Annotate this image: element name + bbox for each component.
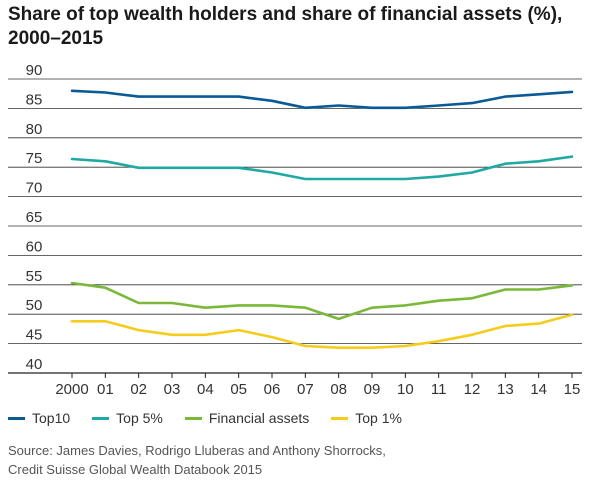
y-tick-label-45: 45: [26, 327, 43, 344]
y-tick-label-65: 65: [26, 209, 43, 226]
legend-swatch-financial-assets: [184, 416, 202, 420]
series-line-financial-assets: [70, 281, 574, 321]
legend-swatch-top-5: [92, 416, 110, 420]
y-tick-label-55: 55: [26, 268, 43, 285]
line-chart: 40 45 50 55 60 65 70 75 80 85 90 2000 01 02 03 04 05 06 07…: [8, 62, 582, 398]
chart-title-line-1: Share of top wealth holders and share of…: [8, 4, 563, 25]
y-tick-label-80: 80: [26, 121, 43, 138]
series-line-top-5: [70, 155, 574, 181]
x-tick-label-05: 05: [230, 381, 247, 398]
y-tick-label-70: 70: [26, 180, 43, 197]
source-note: Source: James Davies, Rodrigo Lluberas a…: [8, 441, 386, 479]
legend-label-financial-assets: Financial assets: [208, 410, 310, 426]
x-tick-label-01: 01: [97, 381, 114, 398]
legend-label-top-5: Top 5%: [116, 410, 163, 426]
legend-swatch-top10: [8, 416, 25, 420]
x-tick-label-04: 04: [197, 381, 214, 398]
legend-item-top-5: Top 5%: [92, 410, 163, 426]
y-tick-label-40: 40: [26, 356, 43, 373]
x-tick-label-09: 09: [364, 381, 381, 398]
legend-item-financial-assets: Financial assets: [184, 410, 310, 426]
source-line-1: Source: James Davies, Rodrigo Lluberas a…: [8, 443, 386, 458]
source-line-2: Credit Suisse Global Wealth Databook 201…: [8, 462, 263, 477]
y-tick-label-90: 90: [26, 62, 43, 79]
legend-item-top10: Top10: [8, 410, 70, 426]
x-tick-label-13: 13: [497, 381, 514, 398]
y-tick-label-75: 75: [26, 150, 43, 167]
x-tick-label-10: 10: [397, 381, 414, 398]
x-tick-label-06: 06: [264, 381, 281, 398]
x-tick-label-03: 03: [164, 381, 181, 398]
x-tick-label-08: 08: [330, 381, 347, 398]
x-tick-label-14: 14: [530, 381, 547, 398]
x-tick-label-11: 11: [431, 381, 447, 398]
chart-legend: Top10 Top 5% Financial assets Top 1%: [8, 410, 424, 426]
chart-title: Share of top wealth holders and share of…: [8, 3, 583, 51]
y-tick-label-50: 50: [26, 297, 43, 314]
y-tick-label-60: 60: [26, 238, 43, 255]
x-tick-label-15: 15: [564, 381, 581, 398]
x-tick-label-2000: 2000: [55, 381, 88, 398]
x-tick-label-07: 07: [297, 381, 314, 398]
series-line-top-1: [70, 313, 574, 350]
legend-item-top-1: Top 1%: [331, 410, 402, 426]
x-tick-label-12: 12: [464, 381, 481, 398]
legend-label-top10: Top10: [32, 410, 71, 426]
y-tick-label-85: 85: [26, 91, 43, 108]
x-tick-label-02: 02: [130, 381, 147, 398]
series-line-top10: [70, 89, 574, 110]
legend-label-top-1: Top 1%: [355, 410, 402, 426]
legend-swatch-top-1: [331, 416, 349, 420]
chart-title-line-2: 2000–2015: [8, 28, 104, 49]
